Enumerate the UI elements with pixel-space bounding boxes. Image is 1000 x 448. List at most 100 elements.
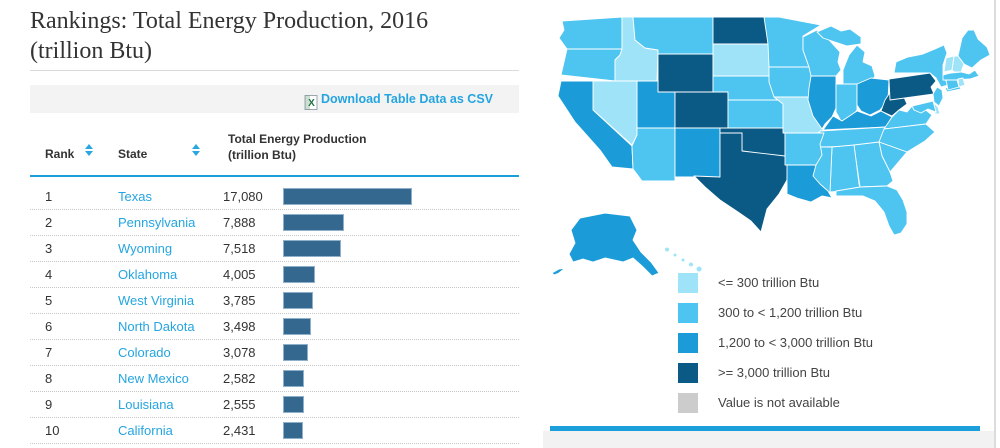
map-state-LA[interactable] <box>786 164 833 203</box>
legend-label: 1,200 to < 3,000 trillion Btu <box>718 335 874 350</box>
value-bar <box>283 422 303 439</box>
table-row: 6 North Dakota 3,498 <box>30 314 519 340</box>
value-cell: 7,518 <box>223 241 256 256</box>
value-cell: 7,888 <box>223 215 256 230</box>
map-state-AR[interactable] <box>784 132 825 166</box>
value-cell: 3,785 <box>223 293 256 308</box>
value-bar <box>283 266 315 283</box>
rank-cell: 3 <box>45 241 53 256</box>
value-cell: 3,078 <box>223 345 256 360</box>
state-link[interactable]: Louisiana <box>118 397 174 412</box>
map-state-FL[interactable] <box>835 185 908 236</box>
us-choropleth-map <box>551 16 991 277</box>
rank-cell: 5 <box>45 293 53 308</box>
download-csv-link[interactable]: X Download Table Data as CSV <box>304 85 493 113</box>
map-state-NM[interactable] <box>674 127 721 178</box>
sort-rank-icon[interactable] <box>85 144 95 156</box>
column-header-state[interactable]: State <box>118 147 148 161</box>
value-cell: 17,080 <box>223 189 263 204</box>
sort-state-icon[interactable] <box>192 144 202 156</box>
state-link[interactable]: North Dakota <box>118 319 195 334</box>
column-header-rank[interactable]: Rank <box>45 147 75 161</box>
rank-cell: 2 <box>45 215 53 230</box>
legend-swatch <box>678 393 698 413</box>
map-state-TX[interactable] <box>693 132 789 233</box>
value-bar <box>283 344 308 361</box>
value-cell: 3,498 <box>223 319 256 334</box>
state-link[interactable]: New Mexico <box>118 371 189 386</box>
map-state-ND[interactable] <box>712 16 770 45</box>
legend-label: >= 3,000 trillion Btu <box>718 365 831 380</box>
state-link[interactable]: Pennsylvania <box>118 215 196 230</box>
legend-item: >= 3,000 trillion Btu <box>678 360 978 390</box>
table-row: 1 Texas 17,080 <box>30 184 519 210</box>
value-bar <box>283 188 412 205</box>
legend-swatch <box>678 333 698 353</box>
value-bar <box>283 396 304 413</box>
footer-strip <box>543 431 994 448</box>
map-state-AZ[interactable] <box>631 127 676 182</box>
map-state-CO[interactable] <box>674 91 729 129</box>
map-state-RI[interactable] <box>957 77 966 88</box>
table-row: 3 Wyoming 7,518 <box>30 236 519 262</box>
table-row: 2 Pennsylvania 7,888 <box>30 210 519 236</box>
map-state-MT[interactable] <box>632 16 714 55</box>
value-bar <box>283 292 313 309</box>
map-state-ME[interactable] <box>957 29 991 69</box>
map-state-WY[interactable] <box>657 53 714 93</box>
csv-toolbar: X Download Table Data as CSV <box>30 85 519 113</box>
rank-cell: 9 <box>45 397 53 412</box>
map-state-OR[interactable] <box>560 48 623 82</box>
map-state-WA[interactable] <box>558 16 623 50</box>
state-link[interactable]: Wyoming <box>118 241 173 256</box>
value-cell: 2,431 <box>223 423 256 438</box>
map-state-PA[interactable] <box>888 72 937 101</box>
page-title-line1: Rankings: Total Energy Production, 2016 <box>30 8 429 34</box>
excel-file-icon: X <box>304 92 319 110</box>
state-link[interactable]: West Virginia <box>118 293 195 308</box>
value-cell: 2,582 <box>223 371 256 386</box>
legend-item: 300 to < 1,200 trillion Btu <box>678 300 978 330</box>
right-border <box>994 0 996 448</box>
map-state-OH[interactable] <box>856 77 890 116</box>
bottom-accent-bar <box>550 426 980 431</box>
value-bar <box>283 318 311 335</box>
table-row: 9 Louisiana 2,555 <box>30 392 519 418</box>
value-bar <box>283 240 341 257</box>
table-row: 7 Colorado 3,078 <box>30 340 519 366</box>
value-bar <box>283 370 304 387</box>
state-link[interactable]: Oklahoma <box>118 267 178 282</box>
rank-cell: 1 <box>45 189 53 204</box>
legend-item: Value is not available <box>678 390 978 420</box>
table-row: 5 West Virginia 3,785 <box>30 288 519 314</box>
rank-cell: 8 <box>45 371 53 386</box>
table-row: 4 Oklahoma 4,005 <box>30 262 519 288</box>
column-header-value: Total Energy Production (trillion Btu) <box>228 132 367 162</box>
legend-item: <= 300 trillion Btu <box>678 270 978 300</box>
value-cell: 2,555 <box>223 397 256 412</box>
page-title-line2: (trillion Btu) <box>30 38 152 64</box>
page-title: Rankings: Total Energy Production, 2016 … <box>30 6 530 66</box>
state-link[interactable]: California <box>118 423 173 438</box>
rank-cell: 10 <box>45 423 60 438</box>
legend-label: Value is not available <box>718 395 840 410</box>
map-state-AK[interactable] <box>551 212 660 277</box>
map-state-KS[interactable] <box>727 99 784 129</box>
rankings-table-body: 1 Texas 17,080 2 Pennsylvania 7,888 3 Wyoming 7,… <box>30 177 519 444</box>
state-link[interactable]: Colorado <box>118 345 171 360</box>
legend-item: 1,200 to < 3,000 trillion Btu <box>678 330 978 360</box>
legend-swatch <box>678 273 698 293</box>
legend-label: <= 300 trillion Btu <box>718 275 820 290</box>
map-legend: <= 300 trillion Btu 300 to < 1,200 trilli… <box>678 270 978 420</box>
map-state-VT[interactable] <box>943 55 955 73</box>
table-header-row: Rank State Total Energy Production (tril… <box>30 128 519 175</box>
map-state-CA[interactable] <box>557 80 634 170</box>
state-link[interactable]: Texas <box>118 189 152 204</box>
map-state-HI[interactable] <box>664 246 703 273</box>
rankings-table: Rank State Total Energy Production (tril… <box>30 128 519 444</box>
rank-cell: 7 <box>45 345 53 360</box>
map-state-MD[interactable] <box>911 100 937 114</box>
title-divider <box>30 70 519 71</box>
map-state-NJ[interactable] <box>932 86 944 107</box>
map-state-SD[interactable] <box>712 43 771 77</box>
